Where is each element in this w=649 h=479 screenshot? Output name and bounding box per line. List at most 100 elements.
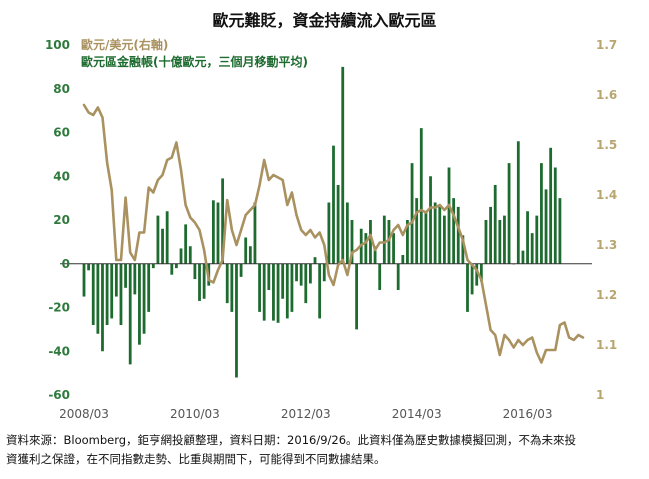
bar-50 — [313, 257, 317, 264]
bar-70 — [406, 220, 409, 264]
bar-39 — [262, 263, 266, 321]
bar-75 — [429, 176, 432, 264]
x-axis: 2008/03 2010/03 2012/03 2014/03 2016/03 — [59, 407, 552, 421]
bar-80 — [452, 198, 456, 264]
bar-35 — [244, 237, 248, 264]
line-series — [82, 103, 585, 364]
bar-92 — [507, 163, 511, 264]
bar-94 — [516, 141, 520, 264]
bar-25 — [198, 263, 201, 301]
bar-54 — [332, 145, 335, 264]
bar-51 — [318, 263, 322, 319]
bar-95 — [521, 250, 525, 264]
bar-47 — [299, 263, 303, 286]
bar-97 — [530, 233, 534, 264]
bar-77 — [438, 206, 442, 264]
bar-102 — [553, 167, 557, 264]
bar-30 — [221, 178, 225, 264]
right-tick-label: 1.5 — [596, 138, 617, 152]
legend-bar-label: 歐元區金融帳(十億歐元，三個月移動平均) — [81, 54, 308, 69]
chart-svg: -60 -40 -20 0 20 40 60 80 100 1 1.1 1.2 1.3 1.4 1.5 1.… — [45, 37, 617, 421]
x-tick-label: 2016/03 — [503, 407, 553, 421]
left-tick-label: 20 — [53, 213, 70, 227]
bar-62 — [369, 220, 372, 264]
bar-3 — [96, 263, 100, 334]
bar-88 — [489, 206, 492, 264]
bar-19 — [170, 263, 174, 275]
bar-78 — [442, 215, 446, 264]
bar-87 — [484, 220, 488, 264]
bar-42 — [276, 263, 280, 323]
bar-24 — [193, 263, 197, 280]
bar-72 — [415, 198, 419, 264]
bar-series — [60, 66, 592, 378]
bar-36 — [248, 246, 252, 264]
bar-45 — [290, 263, 294, 312]
bar-34 — [239, 263, 243, 277]
bar-82 — [461, 235, 465, 264]
bar-20 — [175, 263, 178, 269]
bar-86 — [479, 263, 483, 282]
bar-9 — [124, 263, 127, 288]
bar-64 — [378, 263, 382, 290]
right-axis: 1 1.1 1.2 1.3 1.4 1.5 1.6 1.7 — [596, 38, 617, 402]
left-tick-label: 100 — [45, 38, 70, 52]
bar-41 — [272, 263, 275, 321]
bar-33 — [235, 263, 238, 378]
bar-15 — [151, 263, 155, 269]
bar-44 — [285, 263, 289, 319]
bar-85 — [475, 263, 479, 286]
x-tick-label: 2012/03 — [281, 407, 331, 421]
right-tick-label: 1.7 — [596, 38, 617, 52]
right-tick-label: 1 — [596, 388, 604, 402]
footnote-line-2: 資獲利之保證，在不同指數走勢、比重與期間下，可能得到不同數據結果。 — [6, 452, 386, 466]
left-tick-label: 60 — [53, 126, 70, 140]
bar-29 — [216, 202, 220, 264]
bar-11 — [133, 263, 137, 295]
bar-69 — [401, 255, 405, 264]
x-tick-label: 2008/03 — [59, 407, 109, 421]
bar-40 — [267, 263, 271, 290]
bar-6 — [110, 263, 114, 319]
bar-76 — [433, 202, 437, 264]
bar-17 — [161, 228, 164, 264]
bar-52 — [322, 263, 326, 282]
left-axis: -60 -40 -20 0 20 40 60 80 100 — [45, 38, 70, 402]
bar-4 — [101, 263, 104, 352]
bar-56 — [341, 66, 345, 264]
right-tick-label: 1.3 — [596, 238, 617, 252]
bar-26 — [202, 263, 206, 299]
bar-57 — [345, 202, 349, 264]
bar-2 — [91, 263, 95, 325]
footnote-line-1: 資料來源：Bloomberg，鉅亨網投顧整理，資料日期：2016/9/26。此資… — [6, 433, 577, 447]
bar-7 — [114, 263, 118, 297]
bar-12 — [138, 263, 141, 345]
bar-101 — [549, 147, 553, 264]
bar-83 — [466, 263, 469, 312]
bar-23 — [188, 246, 192, 264]
bar-68 — [396, 263, 400, 290]
bar-55 — [336, 185, 340, 264]
x-tick-label: 2010/03 — [170, 407, 220, 421]
bar-63 — [373, 246, 377, 264]
bar-73 — [419, 128, 423, 264]
bar-89 — [493, 185, 497, 264]
bar-8 — [119, 263, 123, 325]
bar-81 — [456, 206, 460, 264]
chart-title: 歐元難貶，資金持續流入歐元區 — [212, 11, 437, 30]
bar-31 — [225, 263, 229, 304]
bar-0 — [82, 263, 86, 297]
right-tick-label: 1.2 — [596, 288, 617, 302]
bar-103 — [558, 198, 562, 264]
x-tick-label: 2014/03 — [392, 407, 442, 421]
bar-46 — [295, 263, 298, 282]
bar-16 — [156, 215, 160, 264]
legend: 歐元/美元(右軸) 歐元區金融帳(十億歐元，三個月移動平均) — [81, 37, 308, 69]
bar-58 — [350, 220, 354, 264]
bar-74 — [424, 211, 428, 264]
bar-67 — [392, 233, 395, 264]
right-tick-label: 1.6 — [596, 88, 617, 102]
left-tick-label: -20 — [48, 301, 70, 315]
left-tick-label: -60 — [48, 388, 70, 402]
bar-49 — [309, 263, 312, 284]
